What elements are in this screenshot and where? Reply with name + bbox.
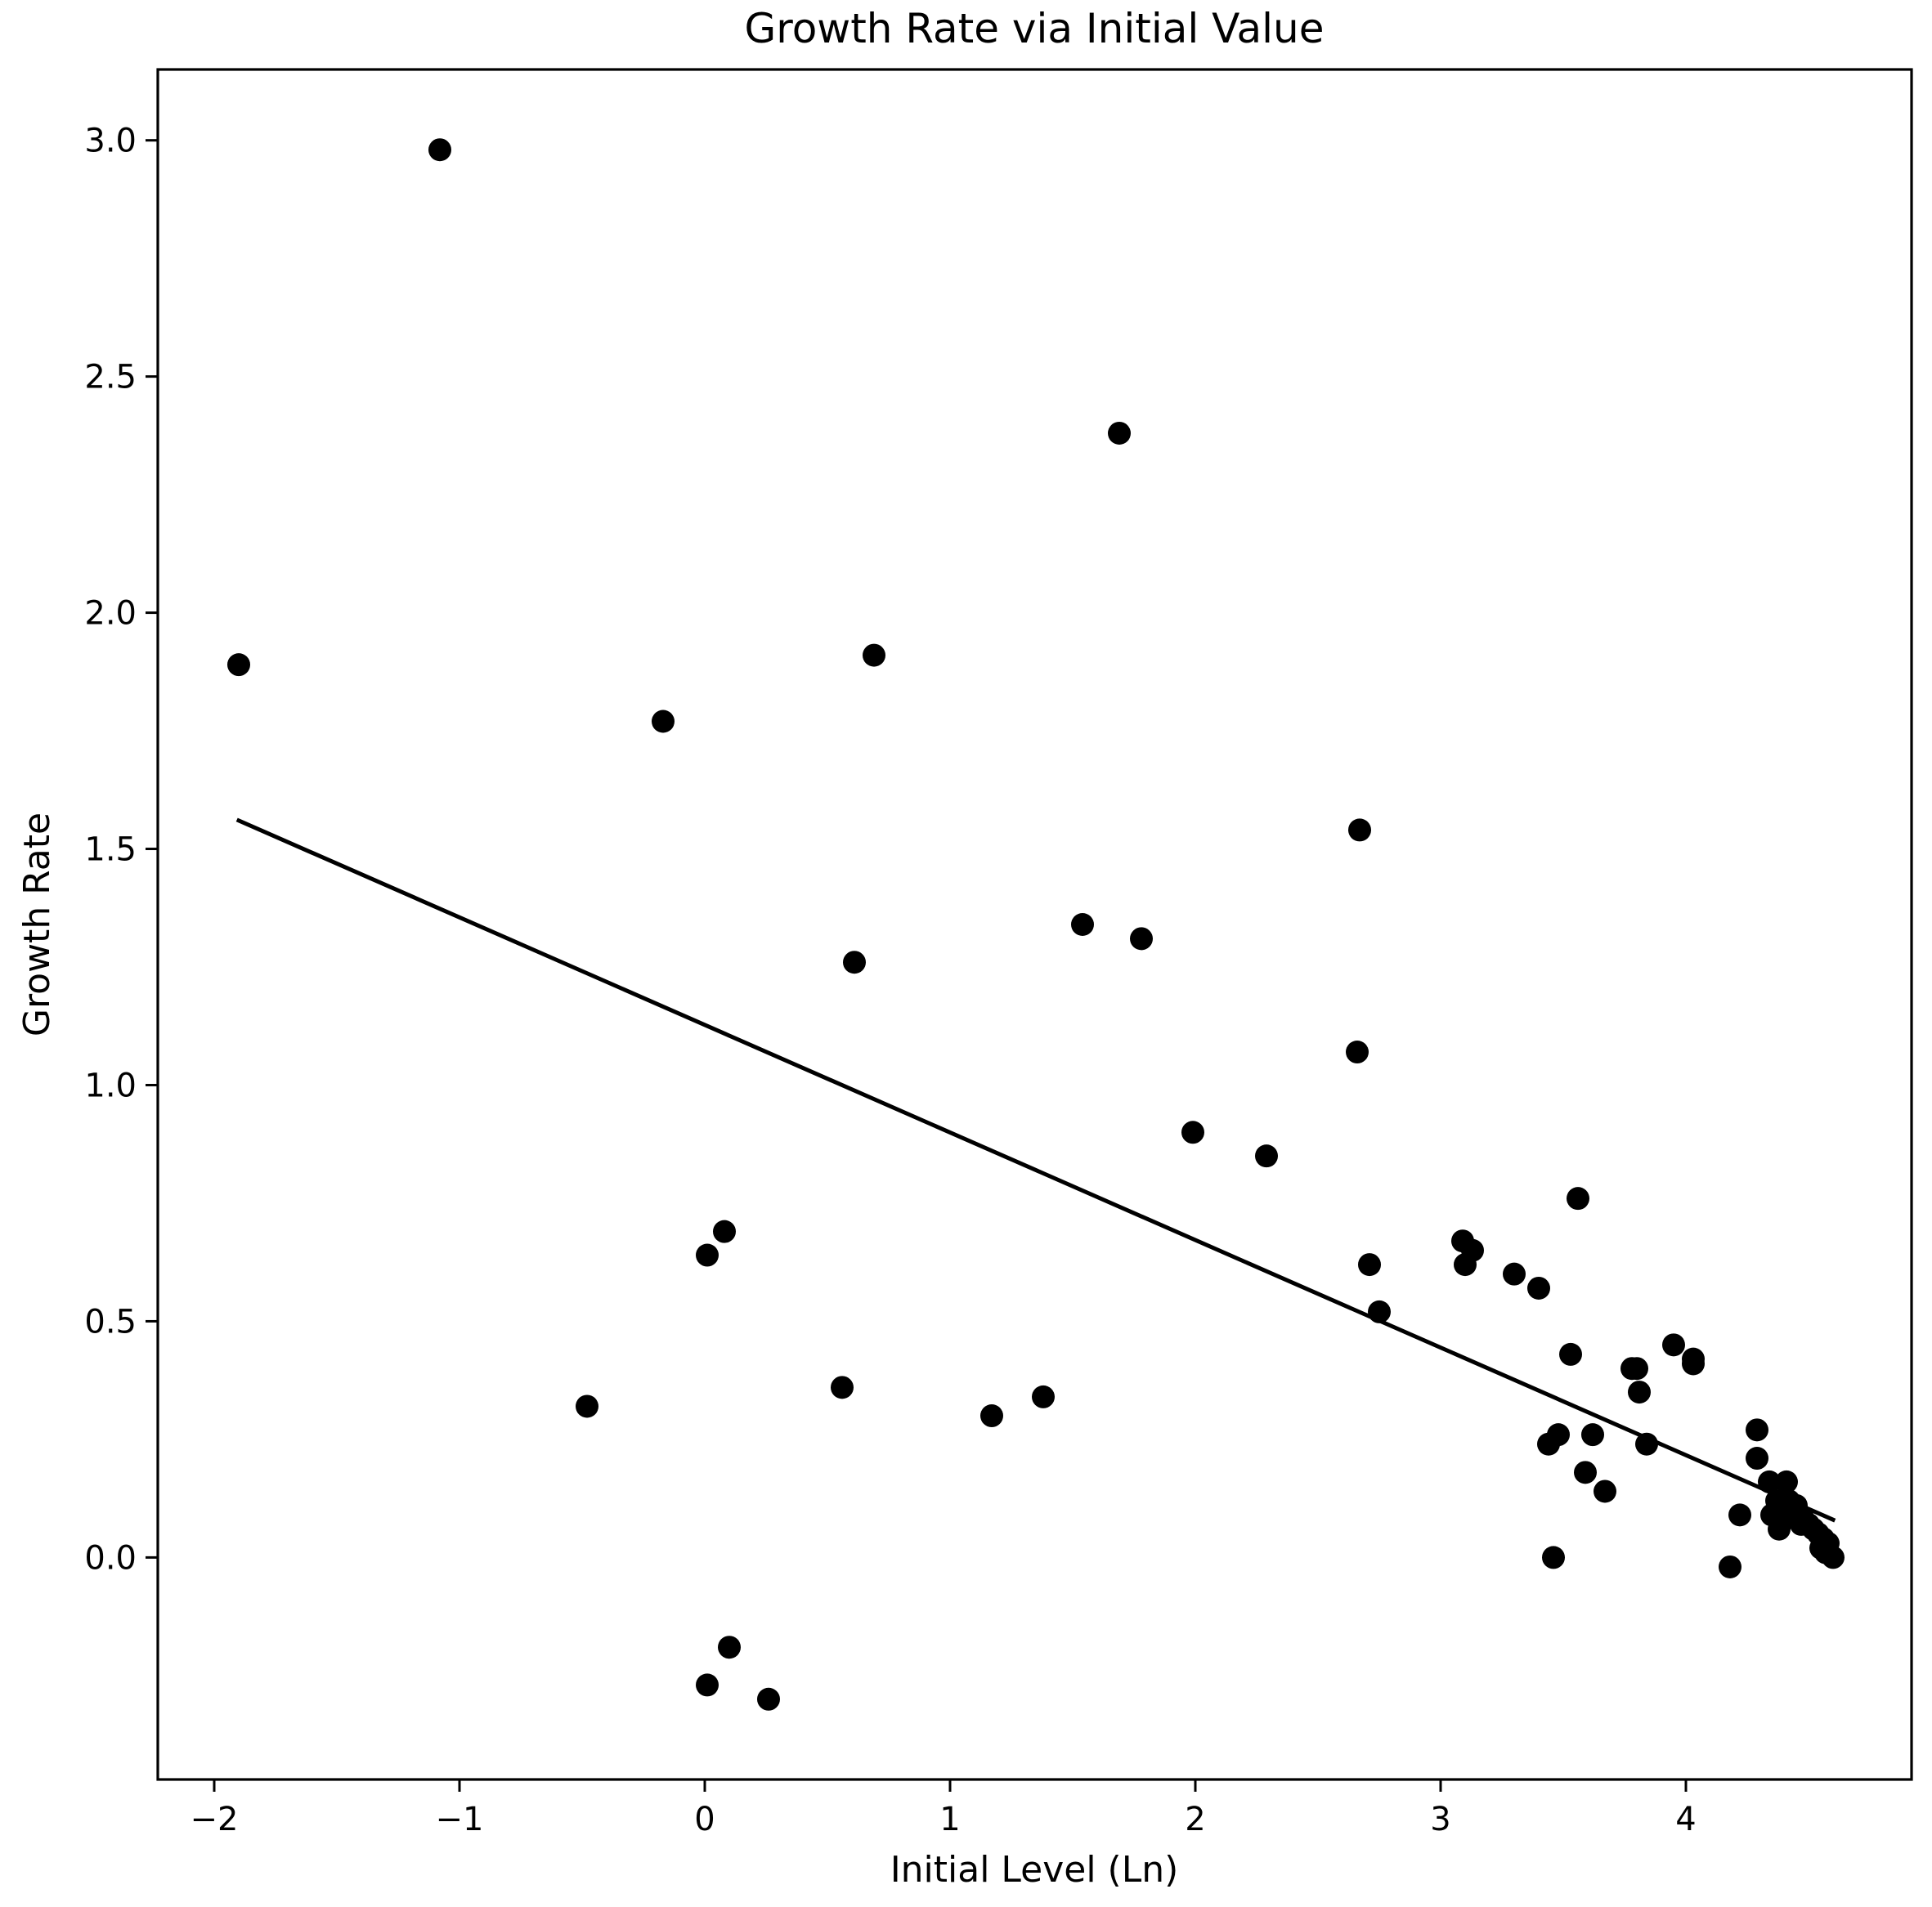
x-axis-label: Initial Level (Ln)	[890, 1849, 1179, 1891]
x-tick-label: 3	[1430, 1801, 1450, 1838]
data-point-11	[863, 643, 885, 667]
data-point-1	[428, 138, 451, 162]
data-point-13	[1032, 1385, 1055, 1408]
data-point-26	[1503, 1262, 1526, 1286]
data-point-12	[980, 1404, 1003, 1428]
data-point-7	[718, 1636, 741, 1659]
x-tick-label: −1	[436, 1801, 484, 1838]
chart-title: Growth Rate via Initial Value	[745, 5, 1325, 52]
y-tick-label: 2.0	[84, 595, 137, 633]
data-point-44	[1728, 1503, 1751, 1527]
y-tick-label: 1.5	[84, 831, 137, 869]
data-point-20	[1348, 818, 1371, 842]
data-point-47	[1758, 1470, 1781, 1493]
plot-content	[227, 138, 1845, 1711]
data-point-21	[1358, 1253, 1381, 1277]
data-point-15	[1108, 421, 1131, 445]
data-point-66	[1822, 1546, 1845, 1569]
data-point-9	[831, 1376, 854, 1399]
y-tick-label: 0.0	[84, 1539, 137, 1577]
y-tick-label: 1.0	[84, 1067, 137, 1104]
data-point-53	[1775, 1470, 1798, 1493]
data-point-31	[1559, 1342, 1582, 1366]
data-point-18	[1255, 1144, 1278, 1168]
x-tick-label: −2	[191, 1801, 239, 1838]
data-point-6	[696, 1673, 719, 1697]
data-point-14	[1071, 913, 1094, 936]
data-point-32	[1567, 1187, 1589, 1211]
data-point-37	[1625, 1357, 1648, 1381]
data-point-29	[1542, 1546, 1565, 1569]
data-point-22	[1368, 1300, 1391, 1323]
data-point-10	[843, 951, 866, 974]
ticks-layer: −2 −1 0 1 2 3 4 0.0 0.5 1.0 1.5 2.0 2.5 3.0	[84, 123, 1696, 1838]
data-point-33	[1574, 1461, 1597, 1484]
data-point-39	[1635, 1432, 1658, 1456]
data-point-35	[1594, 1479, 1616, 1503]
data-point-46	[1746, 1447, 1768, 1471]
x-tick-label: 0	[694, 1801, 715, 1838]
x-tick-label: 4	[1675, 1801, 1696, 1838]
x-tick-label: 2	[1185, 1801, 1205, 1838]
data-point-2	[652, 710, 675, 733]
data-point-17	[1181, 1121, 1204, 1144]
data-point-27	[1527, 1276, 1550, 1300]
data-point-16	[1130, 927, 1153, 951]
data-point-38	[1628, 1381, 1651, 1404]
data-point-30	[1547, 1423, 1570, 1447]
data-point-40	[1662, 1333, 1685, 1357]
y-tick-label: 3.0	[84, 123, 137, 160]
data-point-3	[576, 1394, 598, 1418]
data-point-19	[1346, 1041, 1369, 1064]
y-axis-label: Growth Rate	[16, 812, 58, 1036]
y-tick-label: 2.5	[84, 359, 137, 396]
data-point-5	[713, 1220, 736, 1243]
data-point-43	[1719, 1555, 1741, 1578]
data-point-45	[1746, 1418, 1768, 1442]
plot-frame	[156, 68, 1913, 1781]
data-point-4	[696, 1243, 719, 1267]
x-tick-label: 1	[939, 1801, 960, 1838]
data-point-42	[1682, 1352, 1705, 1376]
data-point-25	[1461, 1238, 1484, 1262]
y-tick-label: 0.5	[84, 1303, 137, 1341]
fit-line	[235, 817, 1836, 1523]
data-point-0	[227, 653, 250, 677]
data-point-34	[1581, 1423, 1604, 1447]
data-point-8	[757, 1687, 780, 1711]
